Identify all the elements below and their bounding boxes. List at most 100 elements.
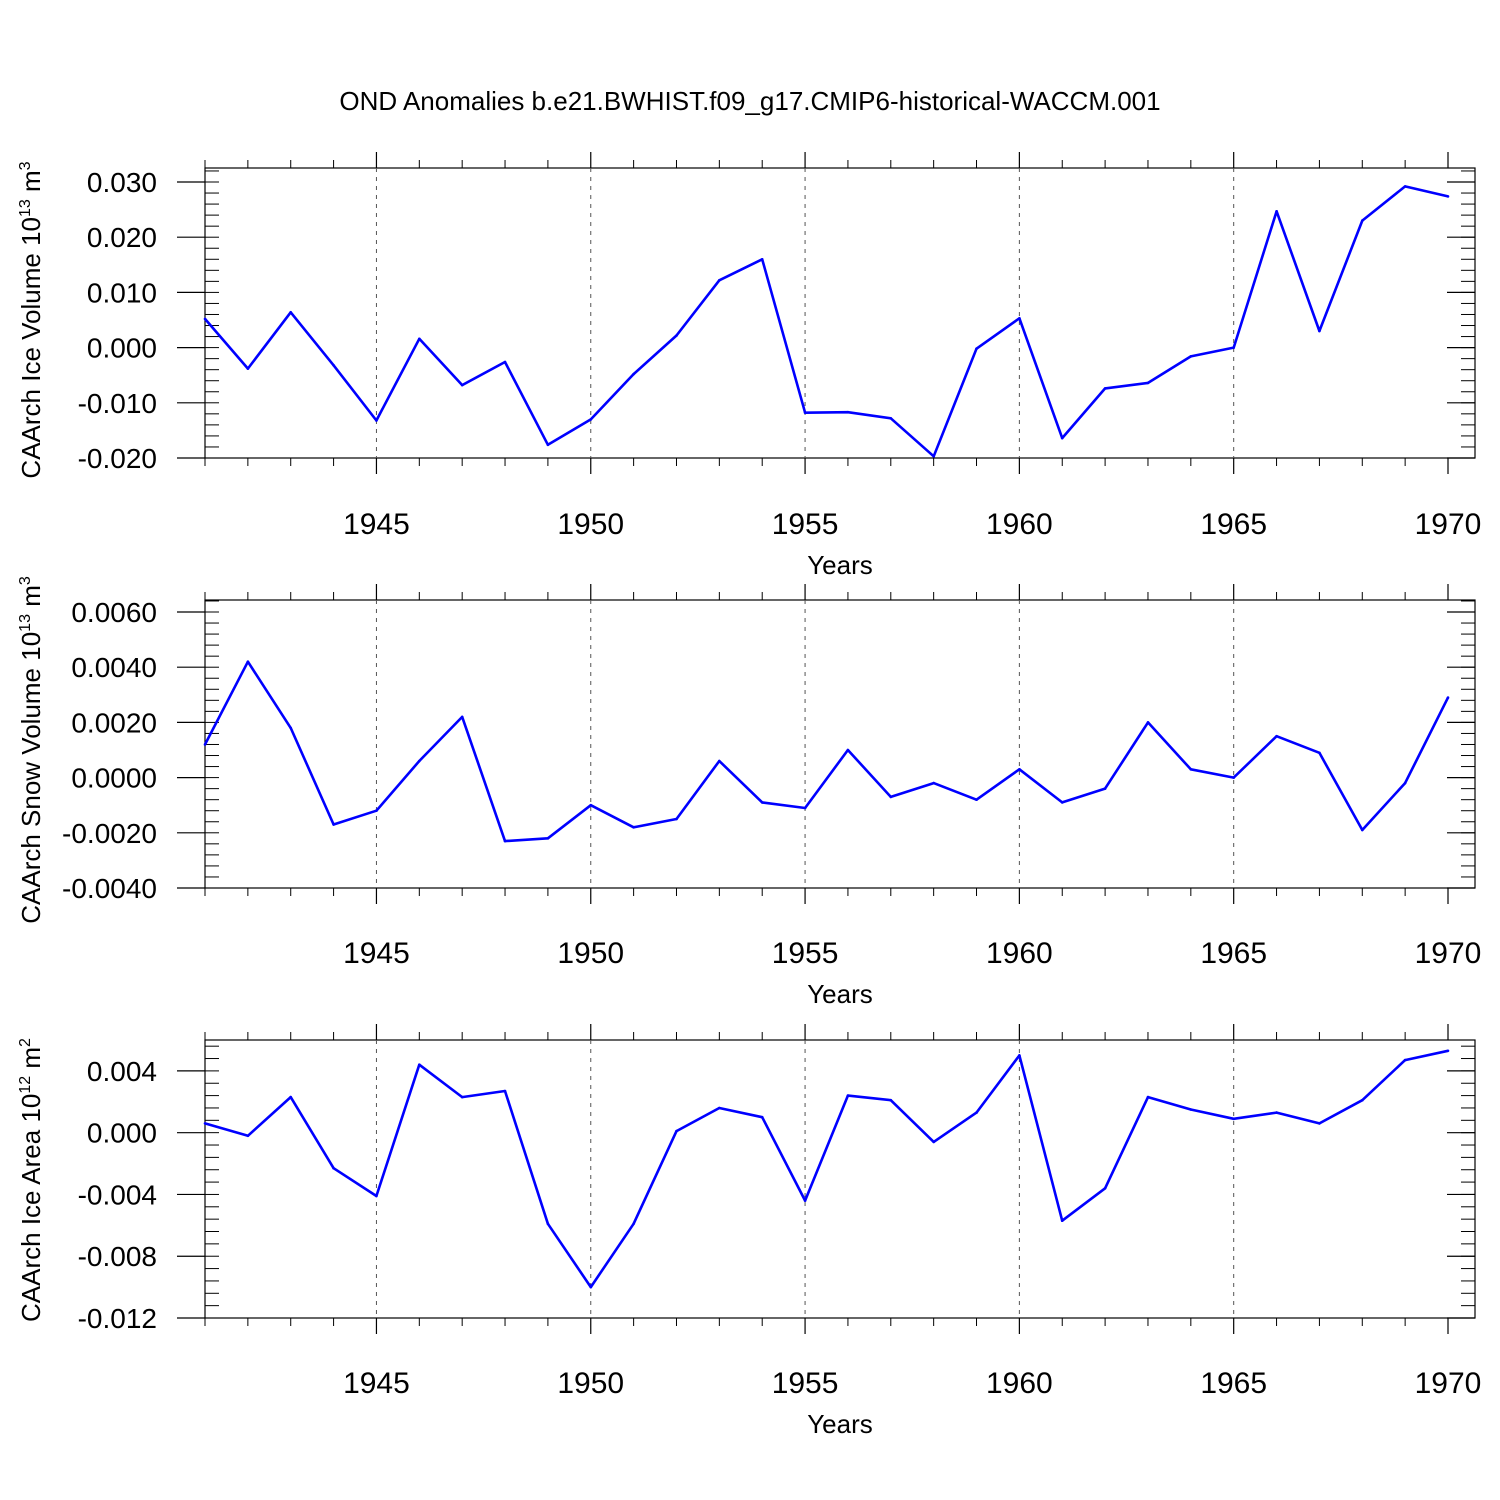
- data-point: [1275, 1111, 1278, 1114]
- data-point: [1189, 355, 1193, 358]
- y-tick-label: 0.000: [87, 1118, 157, 1149]
- x-axis-label: Years: [807, 979, 873, 1009]
- y-tick-label: 0.004: [87, 1056, 157, 1087]
- data-point: [1060, 1219, 1064, 1222]
- panel-3: 1945 1950 1955 1960 1965 1970 -0.012 -0.008 -0.0…: [16, 1024, 1481, 1439]
- data-point: [846, 748, 850, 752]
- panel-1: 1945 1950 1955 1960 1965 1970 -0.020 -0.010 0.00…: [16, 152, 1481, 580]
- data-point: [1318, 751, 1321, 755]
- data-point: [932, 1140, 935, 1144]
- data-point: [760, 1115, 764, 1119]
- data-point: [718, 759, 721, 763]
- data-point: [418, 337, 421, 341]
- data-point: [418, 1063, 421, 1066]
- data-point: [675, 817, 678, 821]
- data-point: [332, 823, 335, 826]
- data-point: [589, 418, 593, 421]
- data-point: [546, 1222, 550, 1226]
- data-point: [246, 367, 250, 370]
- data-point: [1018, 768, 1021, 771]
- data-point: [760, 258, 764, 261]
- y-axis-label: CAArch Ice Volume 1013 m3: [16, 161, 46, 478]
- data-point: [846, 1094, 850, 1097]
- data-point: [546, 443, 550, 447]
- data-point: [418, 759, 421, 763]
- data-point: [1146, 1095, 1150, 1099]
- data-point: [932, 455, 935, 458]
- data-point: [589, 803, 593, 807]
- data-point: [375, 1194, 378, 1198]
- data-point: [632, 372, 635, 376]
- data-point: [1189, 768, 1193, 771]
- data-point: [1146, 381, 1150, 385]
- y-tick-label: -0.0020: [62, 818, 157, 849]
- data-point: [675, 334, 678, 337]
- data-point: [718, 279, 721, 282]
- y-tick-label: -0.008: [78, 1241, 157, 1272]
- data-point: [503, 360, 507, 364]
- x-tick-label: 1960: [986, 508, 1053, 541]
- x-axis-label: Years: [807, 550, 873, 580]
- x-axis-label: Years: [807, 1409, 873, 1439]
- data-point: [932, 781, 935, 785]
- data-point: [975, 798, 978, 801]
- data-point: [889, 417, 893, 420]
- data-point: [1403, 185, 1407, 188]
- data-point: [203, 743, 207, 746]
- data-point: [760, 801, 764, 804]
- data-point: [675, 1129, 678, 1133]
- data-point: [460, 1095, 464, 1099]
- data-point: [1103, 387, 1107, 390]
- data-point: [503, 839, 507, 843]
- x-tick-label: 1965: [1200, 508, 1267, 541]
- data-point: [1232, 776, 1235, 779]
- x-tick-label: 1960: [986, 937, 1053, 970]
- data-point: [1232, 1117, 1235, 1121]
- series-line: [204, 1049, 1449, 1289]
- data-point: [1018, 317, 1021, 320]
- y-tick-label: 0.010: [87, 277, 157, 308]
- data-point: [203, 317, 207, 321]
- data-point: [1361, 1098, 1364, 1102]
- y-tick-label: -0.0040: [62, 873, 157, 904]
- data-point: [289, 726, 293, 730]
- y-tick-label: -0.012: [78, 1303, 157, 1334]
- data-point: [1146, 721, 1150, 724]
- x-tick-label: 1945: [343, 508, 410, 541]
- y-tick-label: 0.0020: [71, 707, 157, 738]
- x-tick-label: 1960: [986, 1367, 1053, 1400]
- x-tick-label: 1970: [1415, 1367, 1482, 1400]
- x-tick-label: 1955: [772, 1367, 839, 1400]
- data-point: [289, 1095, 293, 1099]
- data-point: [803, 1199, 807, 1202]
- y-tick-label: -0.004: [78, 1179, 157, 1210]
- data-point: [889, 1098, 893, 1102]
- data-point: [1318, 1122, 1321, 1125]
- data-point: [1060, 801, 1064, 804]
- plot-frame: [204, 167, 1476, 459]
- data-point: [375, 809, 378, 812]
- data-point: [1018, 1054, 1021, 1057]
- data-point: [546, 837, 550, 840]
- data-point: [889, 795, 893, 799]
- x-tick-label: 1945: [343, 937, 410, 970]
- data-point: [632, 1222, 635, 1226]
- data-point: [1275, 734, 1278, 738]
- x-tick-label: 1950: [557, 1367, 624, 1400]
- data-point: [975, 347, 978, 351]
- data-point: [332, 1166, 335, 1170]
- data-point: [718, 1106, 721, 1110]
- data-point: [1103, 787, 1107, 790]
- data-point: [803, 806, 807, 810]
- data-point: [1232, 346, 1235, 349]
- y-tick-label: 0.030: [87, 167, 157, 198]
- data-point: [632, 826, 635, 829]
- data-point: [1446, 696, 1450, 699]
- y-tick-label: 0.0060: [71, 597, 157, 628]
- figure-title: OND Anomalies b.e21.BWHIST.f09_g17.CMIP6…: [339, 86, 1160, 116]
- y-tick-label: -0.020: [78, 443, 157, 474]
- y-tick-label: 0.020: [87, 222, 157, 253]
- x-tick-label: 1950: [557, 508, 624, 541]
- y-tick-label: 0.000: [87, 333, 157, 364]
- data-point: [1446, 195, 1450, 198]
